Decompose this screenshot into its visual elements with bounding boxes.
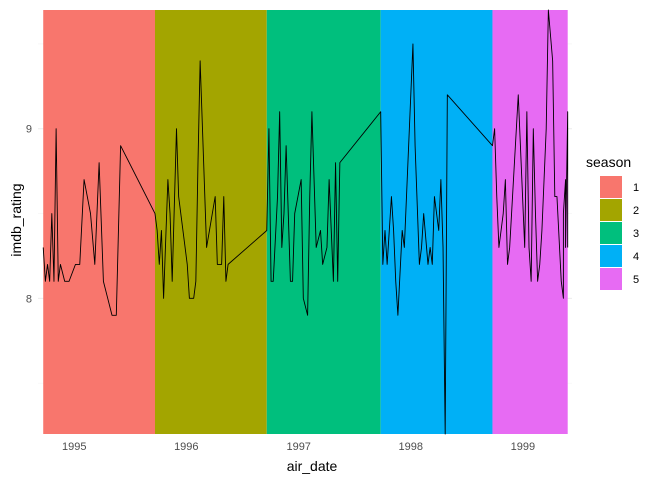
legend-label-1: 1 bbox=[633, 182, 639, 194]
legend-items: 1 2 3 4 5 bbox=[600, 176, 639, 290]
legend: season 1 2 3 4 5 bbox=[586, 154, 639, 290]
legend-swatch-2 bbox=[600, 199, 622, 221]
season-band-5 bbox=[492, 10, 568, 434]
season-band-1 bbox=[43, 10, 155, 434]
season-band-4 bbox=[380, 10, 493, 434]
x-tick-label: 1997 bbox=[286, 441, 310, 453]
legend-swatch-3 bbox=[600, 222, 622, 244]
legend-swatch-1 bbox=[600, 176, 622, 198]
rating-line bbox=[42, 9, 569, 435]
x-tick-label: 1996 bbox=[174, 441, 198, 453]
legend-label-3: 3 bbox=[633, 228, 639, 240]
x-axis-ticks: 1995 1996 1997 1998 1999 bbox=[62, 441, 535, 453]
season-band-3 bbox=[266, 10, 381, 434]
y-tick-label: 9 bbox=[26, 124, 32, 136]
rating-series bbox=[42, 9, 569, 435]
y-axis-ticks: 89 bbox=[26, 124, 32, 306]
legend-label-4: 4 bbox=[633, 251, 639, 263]
x-tick-label: 1998 bbox=[399, 441, 423, 453]
x-tick-label: 1995 bbox=[62, 441, 86, 453]
legend-swatch-4 bbox=[600, 245, 622, 267]
x-axis-title: air_date bbox=[287, 458, 338, 474]
legend-title: season bbox=[586, 154, 631, 170]
x-tick-label: 1999 bbox=[511, 441, 535, 453]
season-bands bbox=[43, 10, 568, 434]
legend-swatch-5 bbox=[600, 268, 622, 290]
legend-label-2: 2 bbox=[633, 205, 639, 217]
legend-label-5: 5 bbox=[633, 274, 639, 286]
y-axis-title: imdb_rating bbox=[8, 183, 24, 256]
y-tick-label: 8 bbox=[26, 293, 32, 305]
